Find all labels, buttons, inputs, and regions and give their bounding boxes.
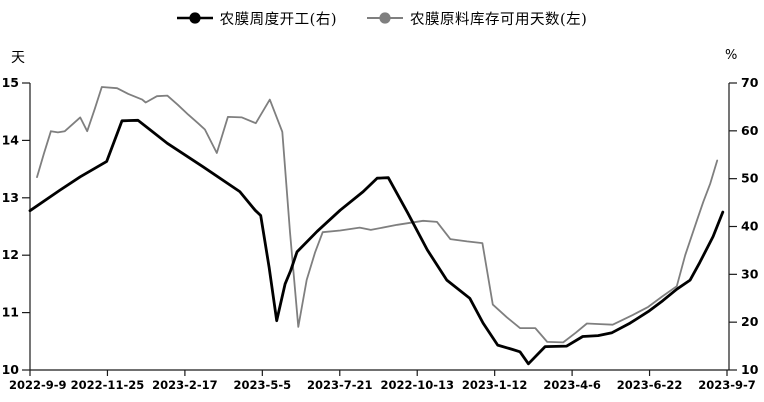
left-axis-tick-label: 15 — [2, 75, 19, 90]
x-axis-tick-label: 2023-1-12 — [462, 378, 528, 392]
x-axis-tick-label: 2022-10-13 — [380, 378, 454, 392]
x-axis-tick-label: 2023-7-21 — [307, 378, 373, 392]
line-marker-icon — [176, 12, 213, 24]
legend-label-operating-rate: 农膜周度开工(右) — [219, 11, 337, 28]
right-axis-tick-label: 40 — [741, 219, 759, 234]
legend-item-operating-rate: 农膜周度开工(右) — [176, 8, 337, 29]
x-axis-tick-label: 2023-6-22 — [617, 378, 683, 392]
x-axis-tick-label: 2023-2-17 — [152, 378, 218, 392]
legend-dot-black — [189, 12, 201, 24]
x-axis-tick-label: 2022-11-25 — [71, 378, 145, 392]
left-axis-tick-label: 10 — [2, 362, 20, 377]
line-marker-icon — [367, 12, 403, 24]
right-axis-tick-label: 60 — [741, 123, 759, 138]
right-axis-tick-label: 50 — [741, 171, 759, 186]
right-axis-tick-label: 20 — [741, 314, 759, 329]
right-axis-unit-label: % — [725, 48, 738, 63]
left-axis-unit-label: 天 — [11, 50, 25, 66]
right-axis-tick-label: 10 — [741, 362, 759, 377]
x-axis-tick-label: 2023-9-7 — [698, 378, 756, 392]
series-line-operating-rate — [28, 118, 725, 366]
legend-dot-gray — [379, 12, 391, 24]
legend-item-inventory-days: 农膜原料库存可用天数(左) — [367, 8, 587, 29]
x-axis-tick-label: 2023-5-5 — [234, 378, 292, 392]
left-axis-tick-label: 12 — [2, 247, 19, 262]
x-axis-tick-label: 2023-4-6 — [543, 378, 601, 392]
left-axis-tick-label: 14 — [2, 132, 20, 147]
series-line-inventory-days — [36, 86, 719, 344]
legend-label-inventory-days: 农膜原料库存可用天数(左) — [410, 11, 588, 28]
left-axis-tick-label: 13 — [2, 190, 19, 205]
x-axis-tick-label: 2022-9-9 — [9, 378, 67, 392]
chart-legend: 农膜周度开工(右) 农膜原料库存可用天数(左) — [0, 8, 764, 28]
right-axis-tick-label: 30 — [741, 266, 759, 281]
left-axis-tick-label: 11 — [2, 305, 19, 320]
right-axis-tick-label: 70 — [741, 75, 759, 90]
